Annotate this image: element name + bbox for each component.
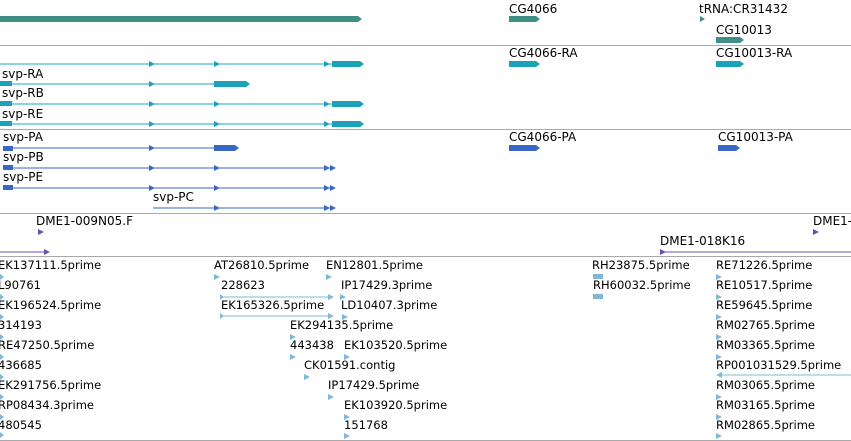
est-label[interactable]: CK01591.contig [304,358,396,372]
est-label[interactable]: EK291756.5prime [0,378,102,392]
transcript-svp-re-glyph[interactable] [0,101,364,107]
est-label[interactable]: EN12801.5prime [326,258,423,272]
transcript-svp-re2-glyph[interactable] [0,121,364,127]
transcript-label[interactable]: svp-RA [2,67,44,81]
protein-label[interactable]: svp-PC [153,190,194,204]
gene-svp-glyph[interactable] [0,16,362,22]
protein-label[interactable]: svp-PB [3,150,44,164]
gene-trna-glyph[interactable] [700,16,705,22]
gene-cg4066-glyph[interactable] [509,16,540,22]
protein-label[interactable]: CG10013-PA [718,130,793,144]
est-label[interactable]: EK196524.5prime [0,298,102,312]
track-divider [0,45,851,46]
gene-label[interactable]: tRNA:CR31432 [699,2,788,16]
est-label[interactable]: RM03365.5prime [716,338,815,352]
est-label[interactable]: 228623 [221,278,265,292]
track-divider [0,256,851,257]
protein-label[interactable]: svp-PA [3,130,43,144]
protein-svp-pa-glyph[interactable] [3,145,239,151]
transcript-svp-rb-glyph[interactable] [0,81,250,87]
protein-label[interactable]: CG4066-PA [509,130,577,144]
est-label[interactable]: RH23875.5prime [592,258,690,272]
est-label[interactable]: IP17429.3prime [341,278,433,292]
protein-label[interactable]: svp-PE [3,170,44,184]
gene-cg10013-glyph[interactable] [716,37,744,43]
est-label[interactable]: 436685 [0,358,42,372]
est-label[interactable]: RP08434.3prime [0,398,94,412]
est-label[interactable]: 480545 [0,418,42,432]
est-label[interactable]: AT26810.5prime [214,258,310,272]
est-label[interactable]: 151768 [344,418,388,432]
est-label[interactable]: RE47250.5prime [0,338,95,352]
est-label[interactable]: RE71226.5prime [716,258,813,272]
transcript-label[interactable]: svp-RB [2,86,44,100]
transcript-label[interactable]: CG10013-RA [716,46,793,60]
est-label[interactable]: RM02865.5prime [716,418,815,432]
protein-svp-pe-glyph[interactable] [3,185,336,191]
est-label[interactable]: RH60032.5prime [593,278,691,292]
est-label[interactable]: IP17429.5prime [328,378,420,392]
protein-svp-pc-glyph[interactable] [153,205,336,211]
clone-dme1-018k16-glyph[interactable] [660,249,851,255]
est-label[interactable]: RP001031529.5prime [716,358,842,372]
track-divider [0,129,851,130]
clone-label[interactable]: DME1-009N05.F [36,214,134,228]
protein-cg10013-pa-glyph[interactable] [718,145,740,151]
est-label[interactable]: EK103920.5prime [344,398,448,412]
transcript-cg4066-ra-glyph[interactable] [509,61,540,67]
track-divider [0,213,851,214]
est-label[interactable]: EK137111.5prime [0,258,102,272]
est-label[interactable]: RM03165.5prime [716,398,815,412]
est-label[interactable]: RE10517.5prime [716,278,813,292]
protein-cg4066-pa-glyph[interactable] [509,145,540,151]
transcript-cg10013-ra-glyph[interactable] [716,61,744,67]
transcript-svp-ra-glyph[interactable] [0,61,364,67]
clone-label[interactable]: DME1-018K16 [660,234,746,248]
est-glyph-group [0,274,851,439]
transcript-label[interactable]: svp-RE [2,107,44,121]
est-label[interactable]: LD10407.3prime [341,298,438,312]
clone-dme1-right-glyph[interactable] [813,229,819,235]
transcript-label[interactable]: CG4066-RA [509,46,578,60]
est-label[interactable]: EK165326.5prime [221,298,325,312]
clone-dme1-009n05-glyph[interactable] [0,229,50,255]
protein-svp-pb-glyph[interactable] [3,165,336,171]
est-label[interactable]: 314193 [0,318,42,332]
est-label[interactable]: RM03065.5prime [716,378,815,392]
gene-label[interactable]: CG4066 [509,2,558,16]
clone-label[interactable]: DME1- [813,214,851,228]
est-label[interactable]: EK103520.5prime [344,338,448,352]
est-label[interactable]: RM02765.5prime [716,318,815,332]
gene-label[interactable]: CG10013 [716,23,772,37]
est-label[interactable]: EK294135.5prime [290,318,394,332]
est-label[interactable]: L90761 [0,278,41,292]
est-label[interactable]: RE59645.5prime [716,298,813,312]
est-label[interactable]: 443438 [290,338,334,352]
